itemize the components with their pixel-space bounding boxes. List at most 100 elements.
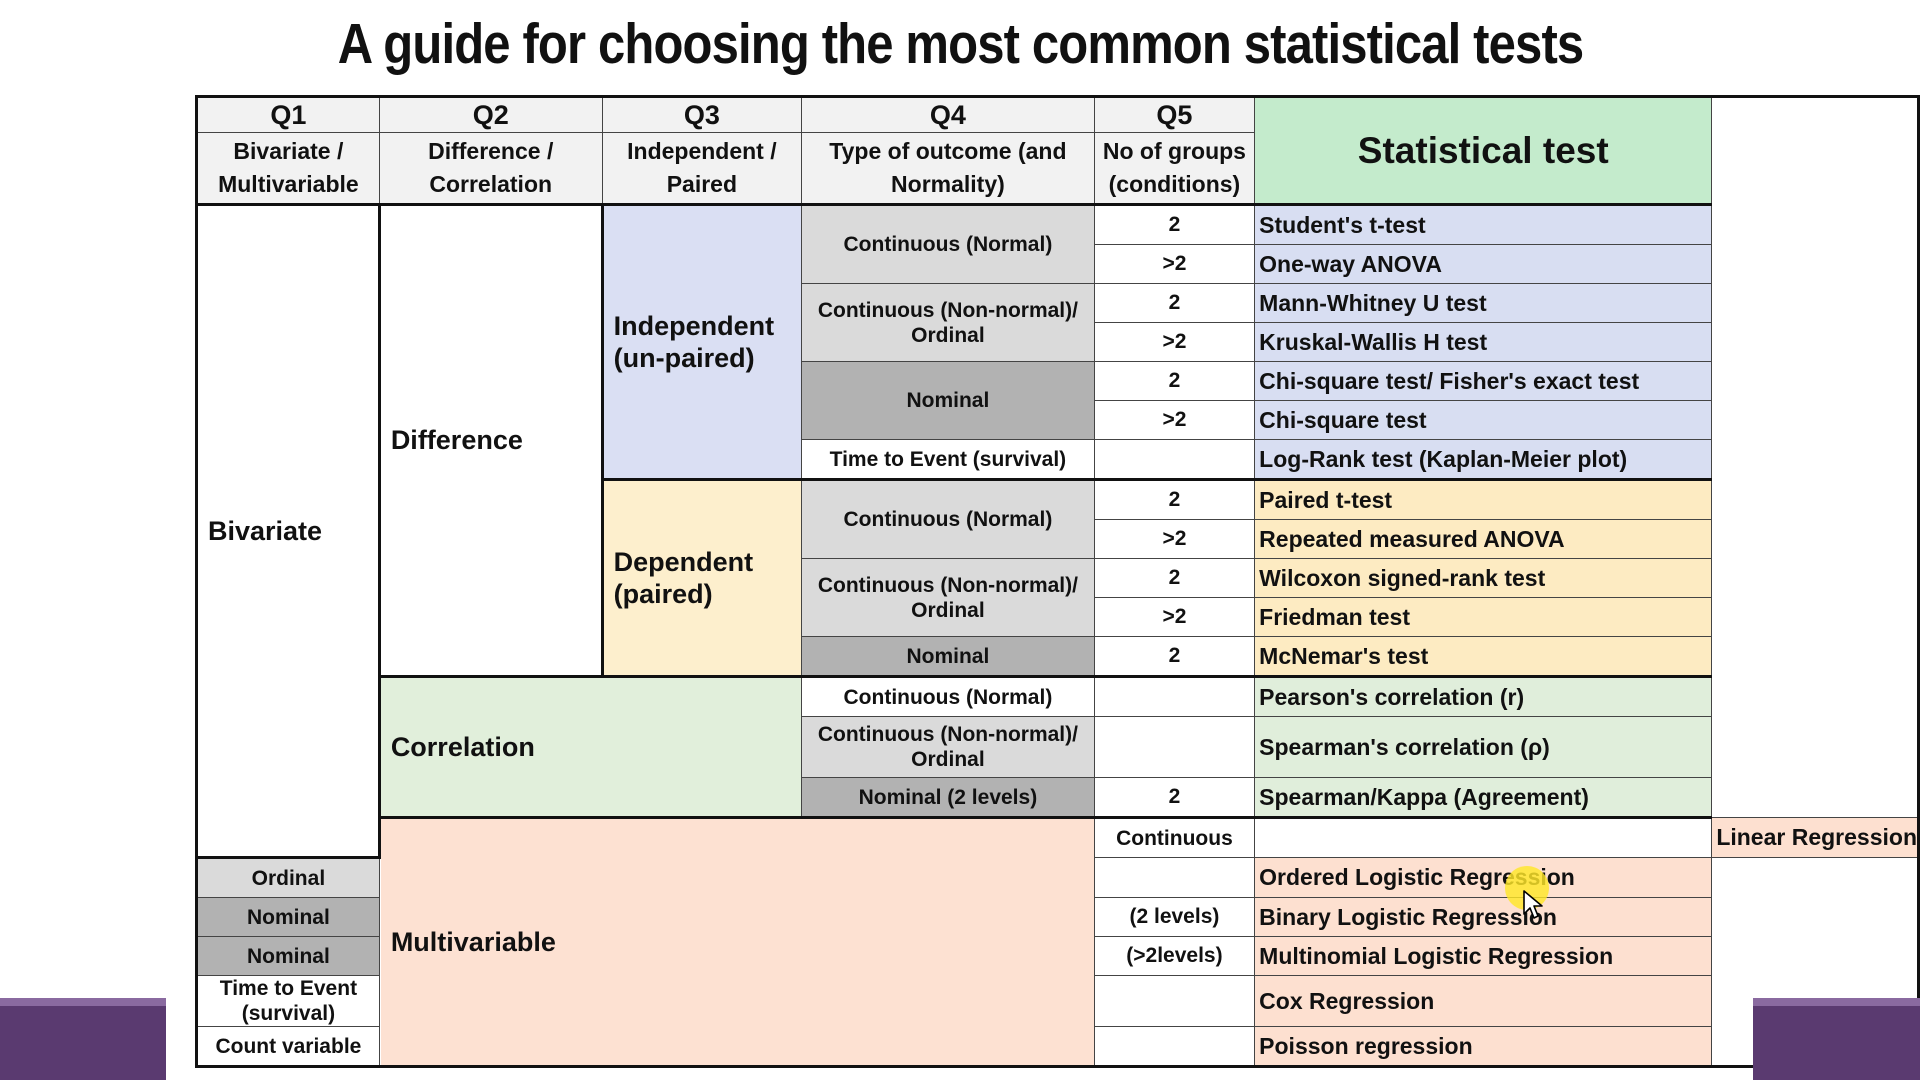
header-q4-description: Type of outcome (and Normality) [801,132,1095,206]
outcome-ordinal: Ordinal [196,857,380,898]
dependent-label: Dependent [613,547,754,577]
header-q2-description: Difference / Correlation [378,132,603,206]
test-binary-logistic: Binary Logistic Regression [1254,897,1713,937]
mouse-cursor-icon [1523,890,1543,919]
outcome-time-to-event: Time to Event (survival) [196,975,380,1027]
groups-value: 2 [1093,204,1256,245]
header-q3-line2: Paired [666,171,738,197]
dependent-cell: Dependent (paired) [601,479,803,678]
groups-empty [1093,857,1256,898]
test-friedman: Friedman test [1254,597,1713,637]
groups-value: 2 [1093,479,1256,520]
outcome-line2: Ordinal [911,598,985,622]
paired-label: (paired) [613,579,713,609]
test-log-rank: Log-Rank test (Kaplan-Meier plot) [1254,439,1713,481]
independent-cell: Independent (un-paired) [601,204,803,481]
header-q5-description: No of groups (conditions) [1093,132,1256,206]
header-q5-line1: No of groups [1102,138,1246,164]
test-poisson-regression: Poisson regression [1254,1026,1713,1067]
outcome-line2: Ordinal [911,748,985,771]
groups-value: >2 [1093,322,1256,362]
test-spearman: Spearman's correlation (ρ) [1254,716,1713,778]
outcome-time-to-event: Time to Event (survival) [801,439,1095,481]
test-linear-regression: Linear Regression [1711,817,1919,858]
test-mann-whitney: Mann-Whitney U test [1254,283,1713,323]
header-q1-line1: Bivariate / [233,138,344,164]
outcome-nominal: Nominal [801,636,1095,678]
difference-cell: Difference [378,204,604,678]
independent-label: Independent [613,311,775,341]
test-wilcoxon: Wilcoxon signed-rank test [1254,558,1713,598]
header-statistical-test: Statistical test [1254,96,1713,206]
page-title: A guide for choosing the most common sta… [337,12,1584,76]
header-q4-line2: Normality) [891,171,1005,197]
outcome-nominal: Nominal [196,936,380,976]
test-chi-square: Chi-square test [1254,400,1713,440]
groups-value: 2 [1093,283,1256,323]
groups-empty [1093,1026,1256,1067]
test-one-way-anova: One-way ANOVA [1254,244,1713,284]
groups-empty [1093,716,1256,778]
header-q3: Q3 [601,96,803,133]
header-q5: Q5 [1093,96,1256,133]
unpaired-label: (un-paired) [613,343,755,373]
groups-value: 2 [1093,777,1256,819]
header-q4-line1: Type of outcome (and [829,138,1067,164]
header-q2-line1: Difference / [428,138,554,164]
outcome-continuous-normal: Continuous (Normal) [801,204,1095,284]
test-repeated-anova: Repeated measured ANOVA [1254,519,1713,559]
groups-value: >2 [1093,244,1256,284]
test-chi-square-fisher: Chi-square test/ Fisher's exact test [1254,361,1713,401]
header-q2-line2: Correlation [429,171,553,197]
outcome-continuous-nonnormal-ordinal: Continuous (Non-normal)/Ordinal [801,716,1095,778]
outcome-count-variable: Count variable [196,1026,380,1067]
outcome-line2: Ordinal [911,323,985,347]
header-q2: Q2 [378,96,603,133]
outcome-continuous-nonnormal-ordinal: Continuous (Non-normal)/Ordinal [801,558,1095,637]
header-q1-line2: Multivariable [218,171,359,197]
groups-empty [1093,439,1256,481]
bivariate-cell: Bivariate [196,204,381,859]
outcome-continuous-normal: Continuous (Normal) [801,676,1095,717]
test-paired-t: Paired t-test [1254,479,1713,520]
groups-value: >2 [1093,597,1256,637]
test-cox-regression: Cox Regression [1254,975,1713,1027]
outcome-nominal-2-levels: Nominal (2 levels) [801,777,1095,819]
test-kruskal-wallis: Kruskal-Wallis H test [1254,322,1713,362]
outcome-continuous-normal: Continuous (Normal) [801,479,1095,559]
groups-empty [1093,676,1256,717]
test-ordered-logistic: Ordered Logistic Regression [1254,857,1713,898]
groups-two-levels: (2 levels) [1093,897,1256,937]
outcome-continuous-nonnormal-ordinal: Continuous (Non-normal)/Ordinal [801,283,1095,362]
groups-empty [1254,817,1713,858]
outcome-line1: Continuous (Non-normal)/ [817,723,1078,746]
statistical-test-guide-table: Q1 Q2 Q3 Q4 Q5 Statistical test Bivariat… [195,95,1920,1068]
header-q1: Q1 [196,96,380,133]
groups-value: >2 [1093,400,1256,440]
outcome-continuous: Continuous [1093,817,1256,858]
outcome-nominal: Nominal [801,361,1095,440]
test-mcnemar: McNemar's test [1254,636,1713,678]
slide-accent-bar-left [0,998,166,1080]
groups-value: 2 [1093,636,1256,678]
header-q3-description: Independent / Paired [601,132,803,206]
header-q1-description: Bivariate / Multivariable [196,132,380,206]
correlation-cell: Correlation [378,676,803,819]
header-q3-line1: Independent / [627,138,777,164]
test-students-t: Student's t-test [1254,204,1713,245]
test-spearman-kappa: Spearman/Kappa (Agreement) [1254,777,1713,819]
slide-accent-bar-right [1753,998,1920,1080]
outcome-line1: Continuous (Non-normal)/ [817,573,1078,597]
groups-more-than-two-levels: (>2levels) [1093,936,1256,976]
groups-value: 2 [1093,361,1256,401]
outcome-line1: Continuous (Non-normal)/ [817,298,1078,322]
test-multinomial-logistic: Multinomial Logistic Regression [1254,936,1713,976]
header-q5-line2: (conditions) [1108,171,1241,197]
header-q4: Q4 [801,96,1095,133]
groups-empty [1093,975,1256,1027]
test-pearson: Pearson's correlation (r) [1254,676,1713,717]
groups-value: 2 [1093,558,1256,598]
outcome-nominal: Nominal [196,897,380,937]
multivariable-cell: Multivariable [378,817,1095,1067]
groups-value: >2 [1093,519,1256,559]
